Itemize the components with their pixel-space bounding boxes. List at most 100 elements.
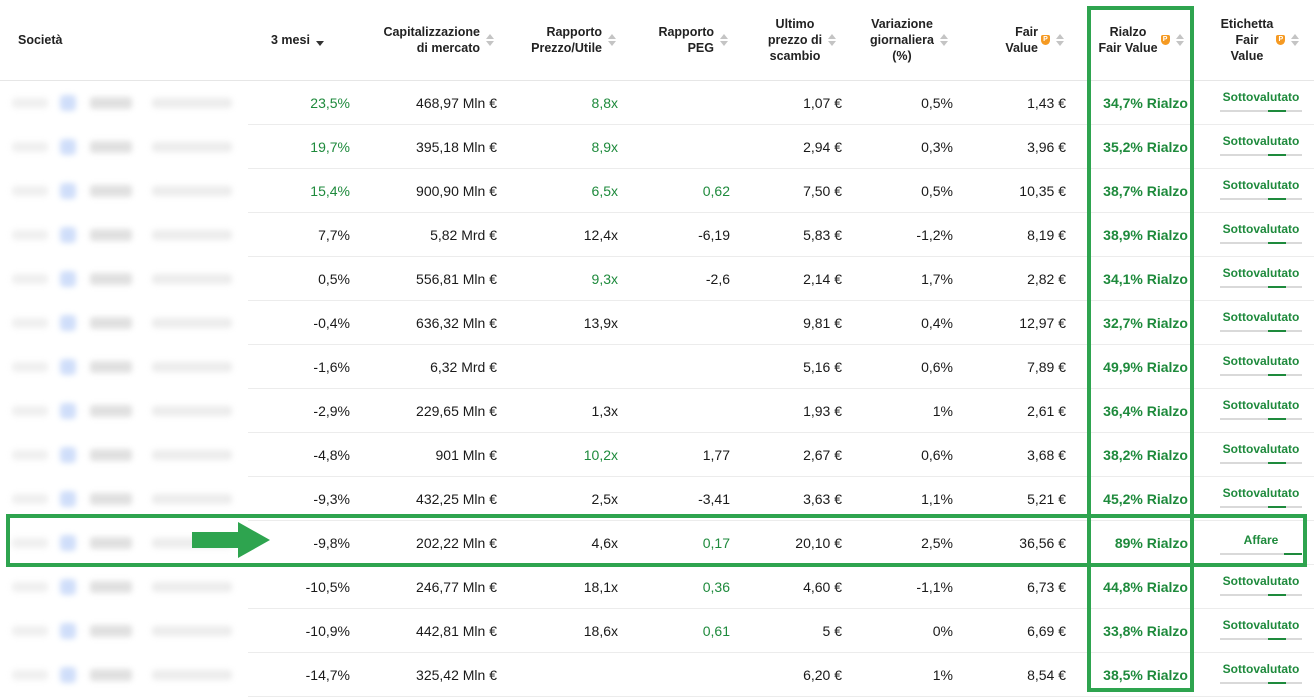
table-header: Società 3 mesi Capitalizzazione di merca…: [0, 0, 1314, 81]
cell-upside: 34,7% Rialzo: [1103, 95, 1188, 111]
cell-cap: 900,90 Mln €: [416, 183, 497, 199]
sort-icon[interactable]: [608, 34, 616, 46]
fair-value-label-cell[interactable]: Sottovalutato: [1218, 169, 1304, 213]
company-cell-blurred[interactable]: [0, 433, 246, 477]
sort-icon[interactable]: [1291, 34, 1300, 46]
cell-chg: 1%: [932, 667, 953, 683]
cell-peg: [610, 389, 730, 433]
table-row[interactable]: -4,8% 901 Mln € 10,2x 1,77 2,67 € 0,6% 3,68 € 3…: [0, 433, 1314, 477]
company-cell-blurred[interactable]: [0, 609, 246, 653]
cell-fv: 2,82 €: [1027, 271, 1066, 287]
table-row[interactable]: 15,4% 900,90 Mln € 6,5x 0,62 7,50 € 0,5% 10,35…: [0, 169, 1314, 213]
col-market-cap-header[interactable]: Capitalizzazione di mercato: [360, 0, 494, 80]
fair-value-label-cell[interactable]: Sottovalutato: [1218, 389, 1304, 433]
company-cell-blurred[interactable]: [0, 389, 246, 433]
sort-icon[interactable]: [1056, 34, 1064, 46]
cell-cap: 229,65 Mln €: [416, 403, 497, 419]
cell-upside: 35,2% Rialzo: [1103, 139, 1188, 155]
col-upside-header[interactable]: Rialzo Fair Value P: [1092, 0, 1190, 80]
fair-value-label-cell[interactable]: Sottovalutato: [1218, 213, 1304, 257]
sort-icon[interactable]: [939, 34, 948, 46]
table-row[interactable]: -2,9% 229,65 Mln € 1,3x 1,93 € 1% 2,61 € 36,4%…: [0, 389, 1314, 433]
fair-value-label-cell[interactable]: Sottovalutato: [1218, 257, 1304, 301]
company-logo-icon: [60, 315, 76, 331]
cell-fv: 3,68 €: [1027, 447, 1066, 463]
col-3m-header[interactable]: 3 mesi: [271, 0, 351, 80]
cell-price: 7,50 €: [803, 183, 842, 199]
table-row[interactable]: 23,5% 468,97 Mln € 8,8x 1,07 € 0,5% 1,43 € 34,…: [0, 81, 1314, 125]
company-cell-blurred[interactable]: [0, 169, 246, 213]
fair-value-label-cell[interactable]: Sottovalutato: [1218, 433, 1304, 477]
fair-value-label-cell[interactable]: Sottovalutato: [1218, 653, 1304, 697]
company-cell-blurred[interactable]: [0, 345, 246, 389]
cell-peg: [610, 125, 730, 169]
sort-icon[interactable]: [486, 34, 494, 46]
cell-peg: [610, 653, 730, 697]
company-cell-blurred[interactable]: [0, 81, 246, 125]
col-daily-change-label: Variazione giornaliera (%): [870, 17, 934, 63]
table-row[interactable]: 19,7% 395,18 Mln € 8,9x 2,94 € 0,3% 3,96 € 35,…: [0, 125, 1314, 169]
table-row[interactable]: 7,7% 5,82 Mrd € 12,4x -6,19 5,83 € -1,2% 8,19 …: [0, 213, 1314, 257]
cell-cap: 901 Mln €: [435, 447, 497, 463]
company-cell-blurred[interactable]: [0, 477, 246, 521]
table-row[interactable]: -1,6% 6,32 Mrd € 5,16 € 0,6% 7,89 € 49,9% Ria…: [0, 345, 1314, 389]
company-cell-blurred[interactable]: [0, 125, 246, 169]
sort-desc-icon[interactable]: [315, 34, 324, 46]
cell-upside: 44,8% Rialzo: [1103, 579, 1188, 595]
valuation-gauge: [1220, 198, 1302, 200]
company-logo-icon: [60, 403, 76, 419]
col-fair-value-header[interactable]: Fair Value P: [980, 0, 1064, 80]
table-row[interactable]: 0,5% 556,81 Mln € 9,3x -2,6 2,14 € 1,7% 2,82 €…: [0, 257, 1314, 301]
col-label-label: Etichetta Fair Value: [1220, 17, 1274, 63]
company-cell-blurred[interactable]: [0, 301, 246, 345]
table-row[interactable]: -14,7% 325,42 Mln € 6,20 € 1% 8,54 € 38,5% Ri…: [0, 653, 1314, 697]
company-cell-blurred[interactable]: [0, 653, 246, 697]
table-row[interactable]: -0,4% 636,32 Mln € 13,9x 9,81 € 0,4% 12,97 € 3…: [0, 301, 1314, 345]
col-peg-header[interactable]: Rapporto PEG: [630, 0, 728, 80]
cell-cap: 325,42 Mln €: [416, 667, 497, 683]
table-row[interactable]: -9,3% 432,25 Mln € 2,5x -3,41 3,63 € 1,1% 5,21…: [0, 477, 1314, 521]
cell-m3: 0,5%: [318, 271, 350, 287]
fair-value-label: Sottovalutato: [1222, 618, 1300, 632]
cell-upside: 38,9% Rialzo: [1103, 227, 1188, 243]
sort-icon[interactable]: [1175, 34, 1184, 46]
col-pe-header[interactable]: Rapporto Prezzo/Utile: [510, 0, 616, 80]
cell-chg: -1,1%: [916, 579, 953, 595]
col-label-header[interactable]: Etichetta Fair Value P: [1212, 0, 1308, 80]
fair-value-label-cell[interactable]: Sottovalutato: [1218, 345, 1304, 389]
fair-value-label-cell[interactable]: Sottovalutato: [1218, 609, 1304, 653]
fair-value-label-cell[interactable]: Sottovalutato: [1218, 565, 1304, 609]
fair-value-label-cell[interactable]: Sottovalutato: [1218, 81, 1304, 125]
col-last-price-header[interactable]: Ultimo prezzo di scambio: [762, 0, 842, 80]
company-cell-blurred[interactable]: [0, 257, 246, 301]
cell-price: 1,07 €: [803, 95, 842, 111]
fair-value-label-cell[interactable]: Affare: [1218, 521, 1304, 565]
cell-upside: 32,7% Rialzo: [1103, 315, 1188, 331]
cell-fv: 36,56 €: [1019, 535, 1066, 551]
cell-upside: 38,2% Rialzo: [1103, 447, 1188, 463]
fair-value-label: Sottovalutato: [1222, 178, 1300, 192]
fair-value-label-cell[interactable]: Sottovalutato: [1218, 125, 1304, 169]
cell-fv: 3,96 €: [1027, 139, 1066, 155]
cell-peg: 0,62: [702, 183, 730, 199]
cell-fv: 10,35 €: [1019, 183, 1066, 199]
cell-chg: 1,1%: [921, 491, 953, 507]
sort-icon[interactable]: [828, 34, 837, 46]
cell-cap: 6,32 Mrd €: [430, 359, 497, 375]
cell-pe: 6,5x: [591, 183, 618, 199]
table-row[interactable]: -10,9% 442,81 Mln € 18,6x 0,61 5 € 0% 6,69 € 33…: [0, 609, 1314, 653]
company-cell-blurred[interactable]: [0, 565, 246, 609]
cell-peg: 0,61: [702, 623, 730, 639]
cell-upside: 45,2% Rialzo: [1103, 491, 1188, 507]
fair-value-label-cell[interactable]: Sottovalutato: [1218, 301, 1304, 345]
company-cell-blurred[interactable]: [0, 213, 246, 257]
sort-icon[interactable]: [720, 34, 728, 46]
col-market-cap-label: Capitalizzazione di mercato: [383, 25, 480, 55]
col-daily-change-header[interactable]: Variazione giornaliera (%): [864, 0, 954, 80]
fair-value-label-cell[interactable]: Sottovalutato: [1218, 477, 1304, 521]
col-company-header[interactable]: Società: [18, 0, 118, 80]
table-row[interactable]: -10,5% 246,77 Mln € 18,1x 0,36 4,60 € -1,1% 6,…: [0, 565, 1314, 609]
pro-badge-icon: P: [1276, 35, 1286, 45]
cell-pe: 18,6x: [583, 623, 618, 639]
cell-price: 9,81 €: [803, 315, 842, 331]
